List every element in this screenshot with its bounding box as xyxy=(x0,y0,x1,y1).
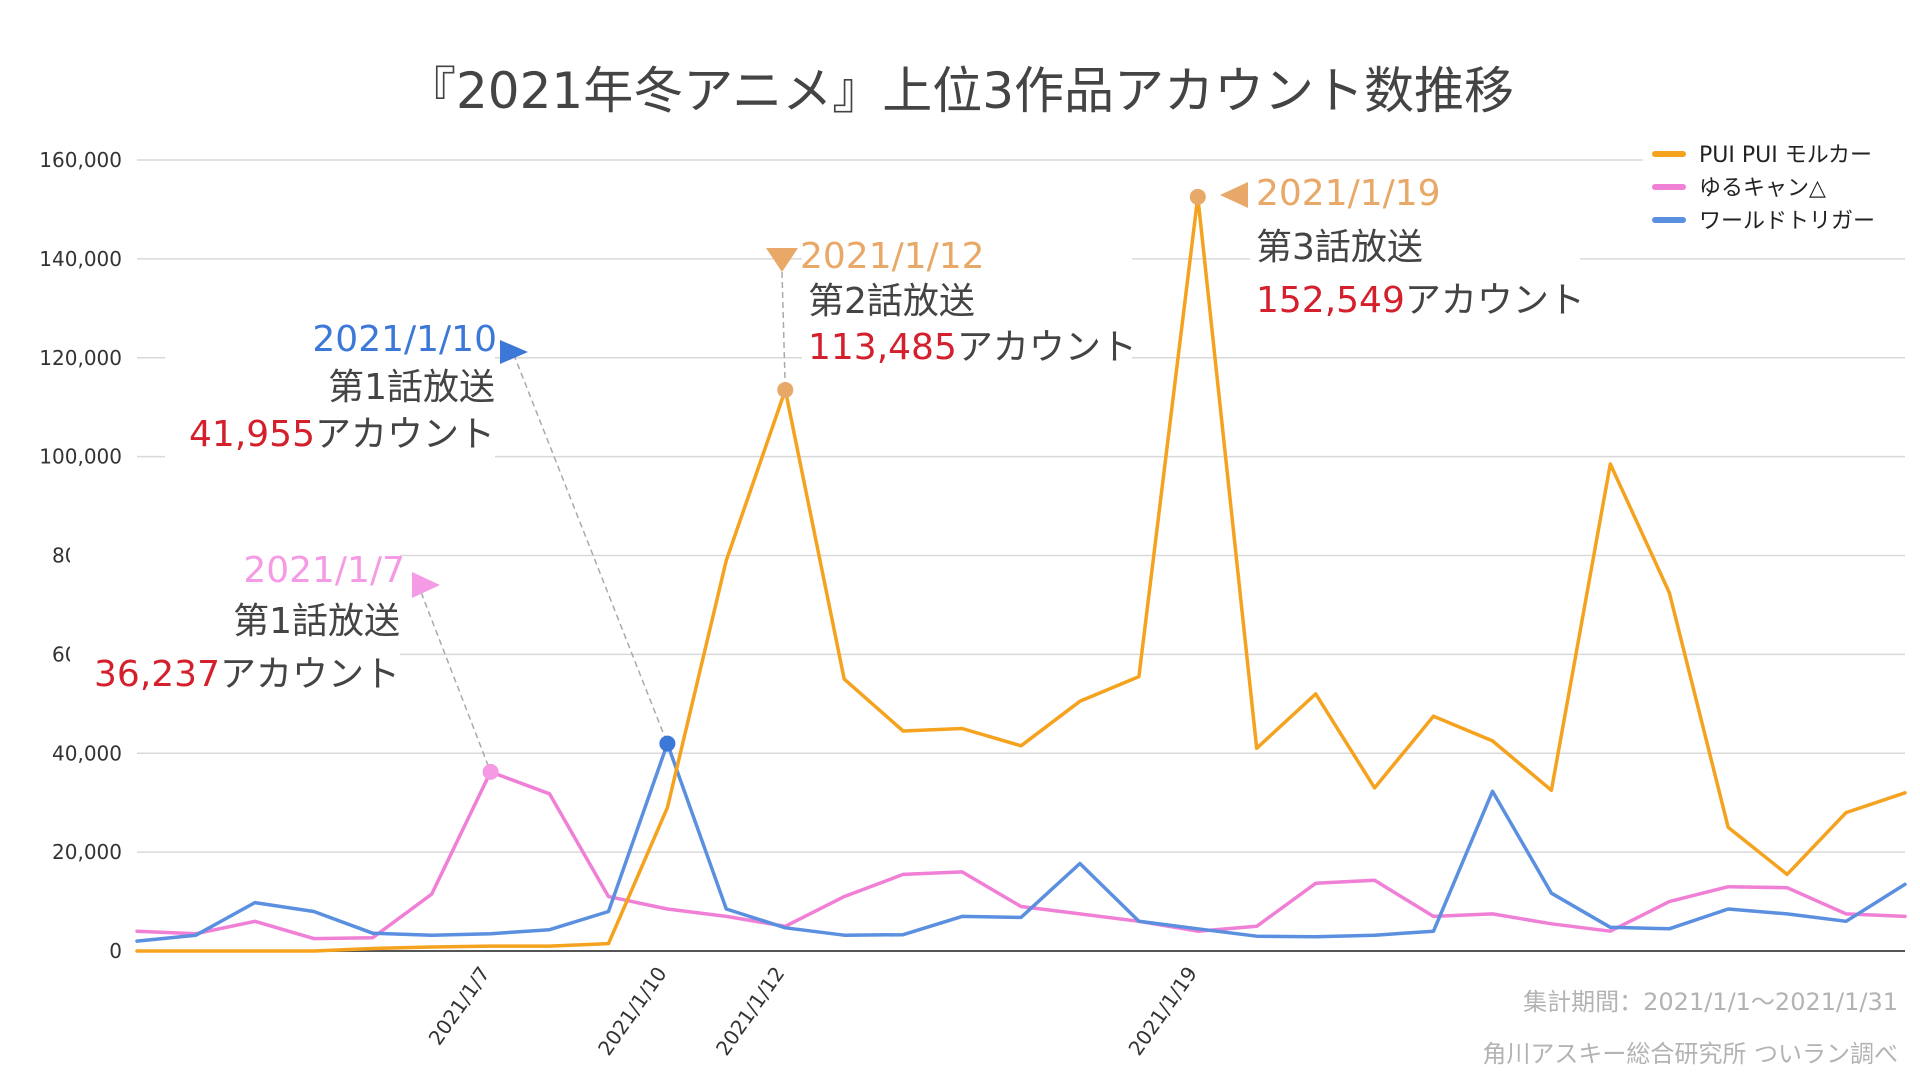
legend-bg xyxy=(1643,130,1905,230)
y-tick-label: 140,000 xyxy=(39,247,122,271)
annotation-date-label: 2021/1/12 xyxy=(800,236,985,277)
x-tick-label: 2021/1/12 xyxy=(711,962,789,1060)
annotation-bg xyxy=(165,359,495,411)
y-tick-label: 20,000 xyxy=(52,840,122,864)
legend-label: ワールドトリガー xyxy=(1699,209,1875,234)
annotation-date-label: 2021/1/19 xyxy=(1256,173,1441,214)
annotation-leader-line xyxy=(413,573,492,773)
source-note: 角川アスキー総合研究所 ついラン調べ xyxy=(1482,1040,1898,1068)
source-note: 集計期間：2021/1/1〜2021/1/31 xyxy=(1523,988,1898,1016)
x-tick-label: 2021/1/7 xyxy=(424,962,495,1049)
annotation-arrow-icon xyxy=(412,572,440,598)
annotation-bg xyxy=(1250,272,1580,324)
annotation-leader-line xyxy=(781,271,787,390)
x-tick-label: 2021/1/10 xyxy=(593,962,671,1060)
annotation-event-label: 第2話放送 xyxy=(808,281,975,322)
annotation-marker xyxy=(659,735,676,752)
series-line xyxy=(135,195,1907,953)
annotation-event-label: 第1話放送 xyxy=(233,601,400,642)
annotation-count-value: 41,955 xyxy=(189,414,315,455)
annotation-date-label: 2021/1/10 xyxy=(312,319,497,360)
annotation-count-value: 36,237 xyxy=(94,654,220,695)
annotation-bg xyxy=(1250,219,1580,271)
annotation-leader-line xyxy=(509,344,669,744)
series-line xyxy=(135,770,1907,941)
annotation-count-unit: アカウント xyxy=(957,327,1137,368)
annotation-count-label: 152,549アカウント xyxy=(1256,280,1585,321)
y-tick-label: 0 xyxy=(109,939,122,963)
annotation-bg xyxy=(802,228,1132,280)
y-tick-label: 40,000 xyxy=(52,741,122,765)
annotation-arrow-icon xyxy=(1220,182,1248,208)
annotation-count-value: 113,485 xyxy=(808,327,957,368)
annotation-arrow-icon xyxy=(766,248,798,272)
x-tick-label: 2021/1/19 xyxy=(1123,962,1201,1060)
annotation-count-unit: アカウント xyxy=(220,654,400,695)
annotation-bg xyxy=(1250,165,1580,217)
annotation-count-unit: アカウント xyxy=(315,414,495,455)
annotation-count-label: 41,955アカウント xyxy=(189,414,495,455)
annotation-date-label: 2021/1/7 xyxy=(243,550,405,591)
annotation-arrow-icon xyxy=(500,340,528,364)
annotation-marker xyxy=(777,381,794,398)
y-tick-label: 120,000 xyxy=(39,346,122,370)
series-line xyxy=(135,741,1907,943)
legend-label: PUI PUI モルカー xyxy=(1699,143,1872,168)
annotation-bg xyxy=(70,593,400,645)
annotation-bg xyxy=(70,542,400,594)
annotation-bg xyxy=(165,406,495,458)
annotation-bg xyxy=(165,311,495,363)
annotation-count-value: 152,549 xyxy=(1256,280,1405,321)
annotation-count-label: 36,237アカウント xyxy=(94,654,400,695)
annotation-event-label: 第1話放送 xyxy=(328,367,495,408)
annotation-marker xyxy=(1189,188,1206,205)
y-tick-label: 160,000 xyxy=(39,148,122,172)
annotation-marker xyxy=(482,763,499,780)
annotation-count-unit: アカウント xyxy=(1405,280,1585,321)
annotation-bg xyxy=(802,273,1132,325)
chart-title: 『2021年冬アニメ』上位3作品アカウント数推移 xyxy=(406,62,1514,120)
annotation-count-label: 113,485アカウント xyxy=(808,327,1137,368)
annotation-bg xyxy=(70,646,400,698)
annotation-event-label: 第3話放送 xyxy=(1256,227,1423,268)
y-tick-label: 100,000 xyxy=(39,445,122,469)
annotation-bg xyxy=(802,319,1132,371)
legend-label: ゆるキャン△ xyxy=(1699,176,1826,201)
